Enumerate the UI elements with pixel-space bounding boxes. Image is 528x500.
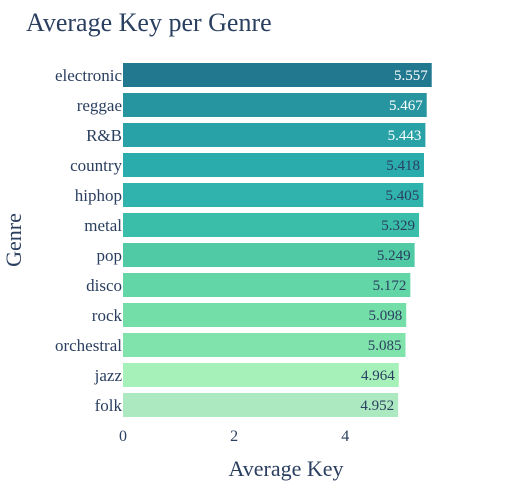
x-tick-label: 2 — [230, 428, 238, 445]
value-label: 5.085 — [368, 338, 402, 354]
bar-jazz — [123, 363, 399, 387]
value-label: 5.172 — [373, 278, 407, 294]
category-label: rock — [92, 306, 123, 325]
value-label: 5.098 — [368, 308, 402, 324]
category-label: hiphop — [75, 186, 122, 205]
value-label: 4.964 — [361, 368, 395, 384]
category-label: country — [70, 156, 122, 175]
value-label: 5.443 — [388, 128, 422, 144]
value-label: 4.952 — [360, 398, 394, 414]
bar-country — [123, 153, 424, 177]
bar-hiphop — [123, 183, 424, 207]
bar-pop — [123, 243, 415, 267]
bar-rock — [123, 303, 407, 327]
category-label: metal — [84, 216, 122, 235]
bar-orchestral — [123, 333, 406, 357]
value-label: 5.405 — [386, 188, 420, 204]
x-tick-label: 4 — [341, 428, 349, 445]
value-label: 5.467 — [389, 98, 423, 114]
y-axis-title: Genre — [1, 213, 26, 267]
category-label: disco — [86, 276, 122, 295]
category-label: folk — [95, 396, 123, 415]
bar-metal — [123, 213, 420, 237]
chart-title: Average Key per Genre — [26, 8, 272, 37]
value-label: 5.249 — [377, 248, 411, 264]
category-label: orchestral — [55, 336, 122, 355]
x-tick-label: 0 — [119, 428, 127, 445]
bar-reggae — [123, 93, 427, 117]
bar-disco — [123, 273, 411, 297]
bar-electronic — [123, 63, 432, 87]
value-label: 5.418 — [386, 158, 420, 174]
x-axis-ticks: 0 2 4 — [119, 428, 349, 445]
value-label: 5.557 — [394, 68, 428, 84]
category-label: pop — [97, 246, 123, 265]
bar-r-b — [123, 123, 426, 147]
category-labels: electronic reggae R&B country hiphop metal pop… — [55, 66, 123, 415]
category-label: jazz — [94, 366, 123, 385]
value-labels: 5.557 5.467 5.443 5.418 5.405 5.329 5.249 5.172… — [360, 68, 428, 414]
category-label: reggae — [77, 96, 122, 115]
bar-folk — [123, 393, 399, 417]
category-label: electronic — [55, 66, 122, 85]
x-axis-title: Average Key — [228, 456, 343, 481]
bars-group — [123, 63, 432, 417]
category-label: R&B — [86, 126, 122, 145]
value-label: 5.329 — [381, 218, 415, 234]
